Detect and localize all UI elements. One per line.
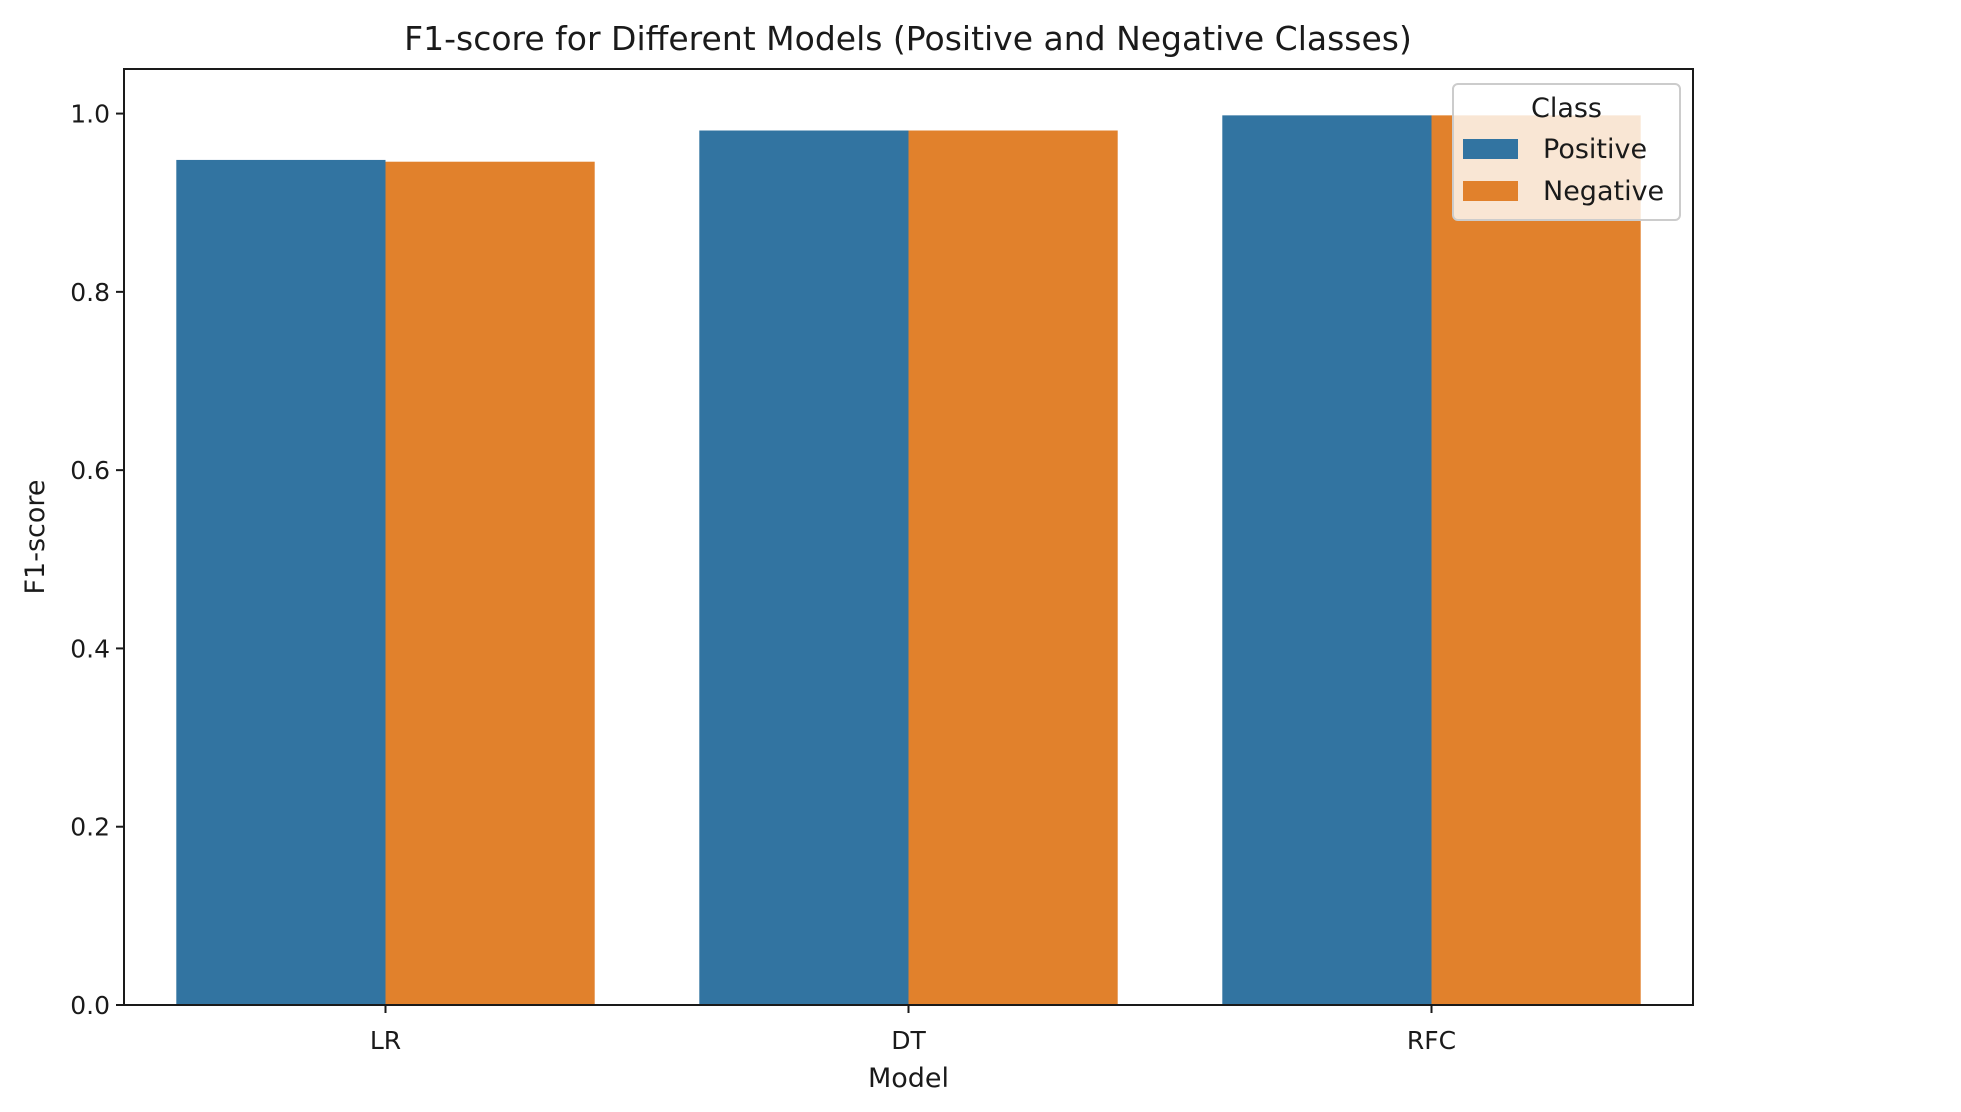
bar-rfc-positive (1222, 115, 1432, 1005)
bars-group (176, 115, 1641, 1006)
y-tick-label: 0.8 (70, 278, 110, 307)
legend: Class Positive Negative (1452, 83, 1681, 221)
legend-swatch-positive (1463, 139, 1518, 159)
y-tick-label: 0.0 (70, 991, 110, 1020)
x-axis-label: Model (868, 1063, 949, 1094)
y-tick-label: 0.2 (70, 813, 110, 842)
y-tick-label: 0.6 (70, 456, 110, 485)
legend-items: Positive Negative (1463, 134, 1664, 207)
chart-title: F1-score for Different Models (Positive … (404, 19, 1412, 58)
legend-swatch-negative (1463, 181, 1518, 201)
y-axis: 0.0 0.2 0.4 0.6 0.8 1.0 (70, 100, 124, 1020)
bar-rfc-negative (1431, 115, 1641, 1005)
bar-dt-positive (699, 130, 909, 1006)
legend-label-negative: Negative (1543, 176, 1664, 207)
x-axis: LR DT RFC (370, 1005, 1456, 1055)
y-axis-label: F1-score (20, 479, 51, 594)
x-tick-label: LR (370, 1026, 401, 1055)
x-tick-label: RFC (1407, 1026, 1456, 1055)
legend-title: Class (1531, 93, 1602, 124)
y-tick-label: 1.0 (70, 100, 110, 129)
y-tick-label: 0.4 (70, 634, 110, 663)
bar-lr-negative (385, 161, 595, 1006)
legend-label-positive: Positive (1543, 134, 1647, 165)
bar-lr-positive (176, 159, 386, 1005)
x-tick-label: DT (891, 1026, 926, 1055)
bar-dt-negative (908, 130, 1118, 1006)
